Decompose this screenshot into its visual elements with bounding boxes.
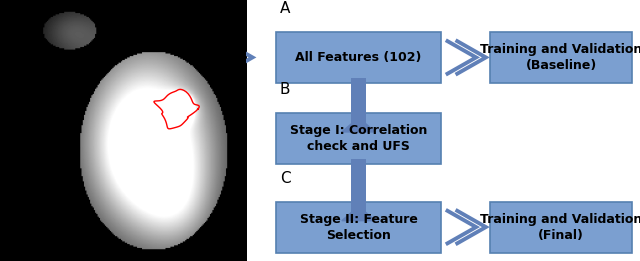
Text: C: C <box>280 171 291 186</box>
FancyBboxPatch shape <box>490 32 632 83</box>
FancyBboxPatch shape <box>490 201 632 253</box>
Text: B: B <box>280 82 291 97</box>
Bar <box>351 159 366 221</box>
Text: Stage I: Correlation
check and UFS: Stage I: Correlation check and UFS <box>290 124 428 153</box>
Polygon shape <box>342 117 375 132</box>
FancyBboxPatch shape <box>276 201 441 253</box>
Text: A: A <box>280 1 290 16</box>
Text: Stage II: Feature
Selection: Stage II: Feature Selection <box>300 212 417 242</box>
Text: Training and Validation
(Final): Training and Validation (Final) <box>480 212 640 242</box>
FancyBboxPatch shape <box>276 113 441 164</box>
FancyBboxPatch shape <box>276 32 441 83</box>
Text: Training and Validation
(Baseline): Training and Validation (Baseline) <box>480 43 640 72</box>
Text: All Features (102): All Features (102) <box>296 51 422 64</box>
Bar <box>351 78 366 132</box>
Polygon shape <box>342 206 375 221</box>
